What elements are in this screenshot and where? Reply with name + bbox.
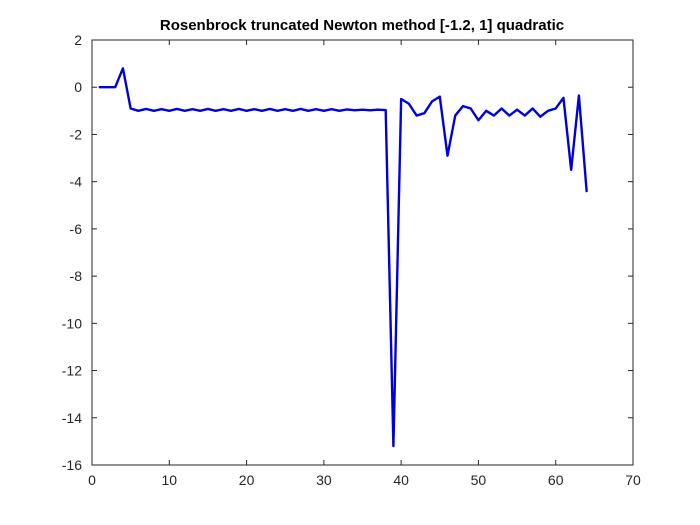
chart-title: Rosenbrock truncated Newton method [-1.2… (160, 17, 564, 34)
y-tick-label: -2 (70, 126, 83, 142)
x-tick-label: 10 (161, 472, 177, 488)
x-tick-label: 60 (548, 472, 564, 488)
x-tick-label: 50 (471, 472, 487, 488)
series-line-0 (98, 67, 588, 448)
y-tick-label: -14 (62, 410, 82, 426)
y-tick-label: 2 (74, 32, 82, 48)
y-tick-label: -8 (70, 268, 83, 284)
y-tick-label: -10 (62, 315, 82, 331)
plot-area-border (91, 39, 634, 466)
y-tick-label: -6 (70, 221, 83, 237)
x-tick-label: 30 (316, 472, 332, 488)
y-tick-label: -4 (70, 174, 83, 190)
x-tick-label: 20 (239, 472, 255, 488)
y-tick-label: 0 (74, 79, 82, 95)
x-tick-label: 0 (88, 472, 96, 488)
series-layer (98, 67, 588, 448)
y-tick-label: -16 (62, 457, 82, 473)
x-tick-label: 40 (393, 472, 409, 488)
y-tick-label: -12 (62, 363, 82, 379)
x-tick-label: 70 (625, 472, 641, 488)
